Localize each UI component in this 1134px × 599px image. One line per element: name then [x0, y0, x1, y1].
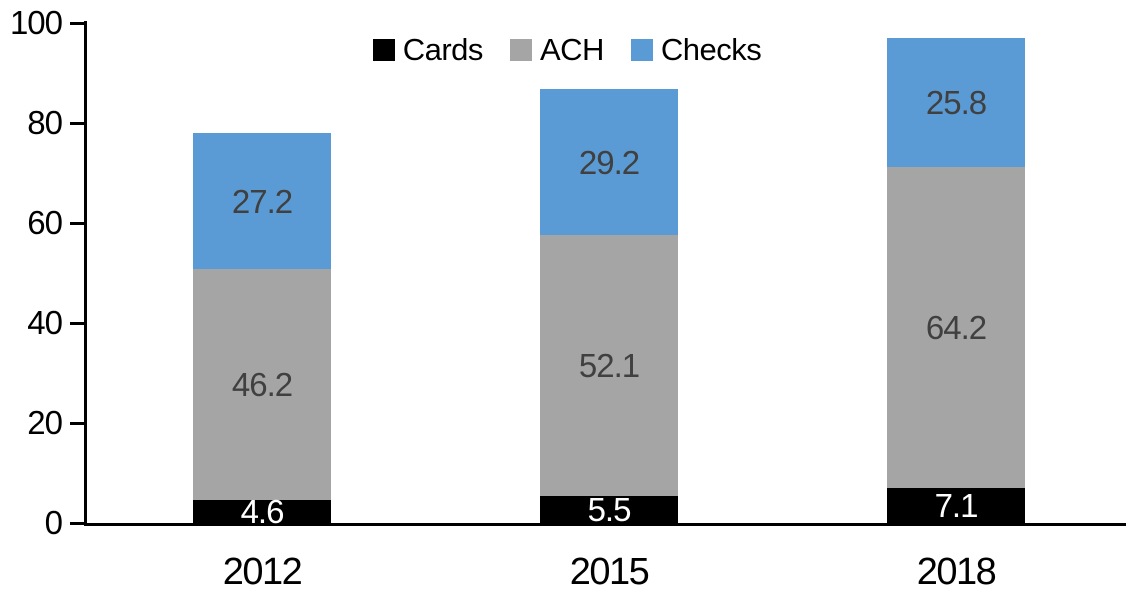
y-axis-tick-label-80: 80: [27, 104, 63, 141]
legend-item-checks: Checks: [630, 32, 762, 67]
data-label-cards-2015: 5.5: [587, 490, 632, 528]
data-label-ach-2015: 52.1: [578, 346, 640, 384]
bar-2018: 7.1 64.2 25.8: [887, 37, 1025, 524]
y-axis-tick-40: [70, 321, 84, 325]
data-label-ach-2018: 64.2: [925, 308, 987, 346]
segment-cards-2018: 7.1: [887, 486, 1025, 524]
y-axis-tick-label-100: 100: [9, 4, 63, 41]
y-axis-tick-100: [70, 21, 84, 25]
y-axis-tick-label-40: 40: [27, 304, 63, 341]
chart-legend: Cards ACH Checks: [0, 32, 1134, 67]
y-axis: [84, 21, 87, 526]
y-axis-tick-60: [70, 221, 84, 225]
legend-label-ach: ACH: [539, 32, 604, 67]
bar-2015: 5.5 52.1 29.2: [540, 89, 678, 528]
data-label-ach-2012: 46.2: [231, 366, 293, 403]
segment-ach-2015: 52.1: [540, 235, 678, 496]
x-axis-label-2018: 2018: [916, 551, 997, 593]
legend-swatch-checks: [630, 39, 653, 61]
data-label-checks-2018: 25.8: [925, 83, 987, 121]
segment-checks-2015: 29.2: [540, 89, 678, 235]
legend-swatch-ach: [509, 39, 532, 61]
legend-item-cards: Cards: [372, 32, 484, 67]
segment-ach-2018: 64.2: [887, 166, 1025, 488]
x-axis-label-2015: 2015: [569, 551, 650, 593]
x-axis-label-2012: 2012: [222, 551, 303, 593]
segment-checks-2018: 25.8: [887, 37, 1025, 167]
data-label-checks-2012: 27.2: [231, 182, 293, 220]
y-axis-tick-20: [70, 421, 84, 425]
y-axis-tick-0: [70, 521, 84, 525]
bar-2012: 4.6 46.2 27.2: [193, 133, 331, 528]
segment-cards-2012: 4.6: [193, 495, 331, 528]
data-label-cards-2018: 7.1: [934, 486, 979, 524]
x-axis: [84, 523, 1126, 526]
y-axis-tick-80: [70, 121, 84, 125]
legend-item-ach: ACH: [509, 32, 604, 67]
y-axis-tick-label-0: 0: [44, 504, 63, 541]
data-label-checks-2015: 29.2: [578, 143, 640, 181]
y-axis-tick-label-60: 60: [27, 204, 63, 241]
segment-cards-2015: 5.5: [540, 490, 678, 528]
legend-swatch-cards: [372, 39, 395, 61]
segment-ach-2012: 46.2: [193, 269, 331, 500]
data-label-cards-2012: 4.6: [240, 493, 285, 530]
legend-label-checks: Checks: [660, 32, 762, 67]
y-axis-tick-label-20: 20: [27, 404, 63, 441]
segment-checks-2012: 27.2: [193, 133, 331, 269]
legend-label-cards: Cards: [402, 32, 484, 67]
